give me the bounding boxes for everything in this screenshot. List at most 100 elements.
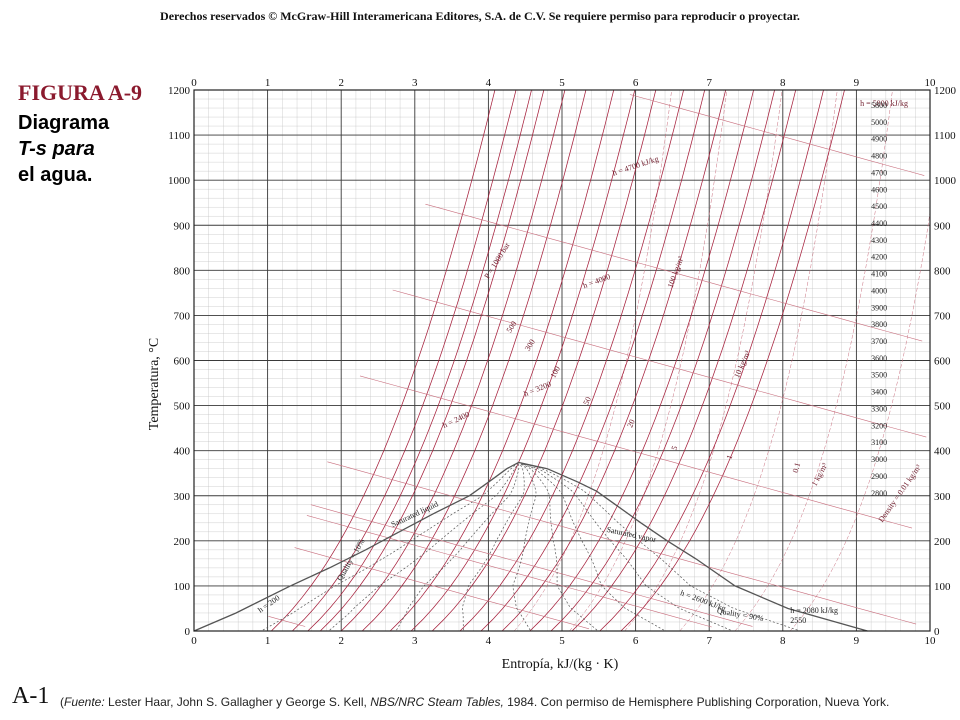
- enthalpy-scale-label: 2900: [871, 472, 887, 481]
- enthalpy-scale-label: 3200: [871, 421, 887, 430]
- y-tick-label-right: 0: [934, 626, 940, 638]
- isenthalp-line: [425, 203, 923, 342]
- density-line: [679, 89, 838, 632]
- density-label: 100 kg/m³: [666, 255, 686, 290]
- saturation-dome: [193, 461, 868, 632]
- x-tick-label-top: 2: [338, 77, 344, 89]
- quality-line: [512, 463, 537, 631]
- isobar-line: [459, 89, 684, 632]
- enthalpy-scale-label: 4000: [871, 287, 887, 296]
- isenthalp-line: [327, 461, 917, 625]
- x-tick-label: 7: [706, 635, 712, 647]
- y-tick-label-right: 500: [934, 401, 951, 413]
- x-tick-label-top: 8: [780, 77, 786, 89]
- isobar-label: 20: [625, 418, 636, 429]
- quality-line: [262, 463, 518, 631]
- x-tick-label-top: 1: [265, 77, 271, 89]
- y-tick-label-right: 700: [934, 310, 951, 322]
- quality-line: [462, 463, 525, 631]
- isobar-label: 5: [670, 445, 680, 452]
- enthalpy-scale-label: 4900: [871, 135, 887, 144]
- page-number: A-1: [12, 683, 50, 709]
- x-tick-label: 8: [780, 635, 786, 647]
- y-tick-label: 800: [174, 265, 191, 277]
- enthalpy-scale-label: 4400: [871, 219, 887, 228]
- copyright-notice: Derechos reservados © McGraw-Hill Intera…: [160, 9, 800, 23]
- plot-border: [193, 89, 931, 632]
- y-tick-label-right: 100: [934, 581, 951, 593]
- enthalpy-scale-label: 4100: [871, 270, 887, 279]
- density-label: 1 kg/m³: [810, 461, 830, 488]
- x-tick-label: 1: [265, 635, 271, 647]
- grid: [193, 89, 931, 632]
- y-tick-label: 500: [174, 401, 191, 413]
- isobar-line: [599, 89, 824, 632]
- x-tick-label: 9: [854, 635, 860, 647]
- density-line: [734, 89, 893, 632]
- saturation-dome-line: [193, 461, 868, 632]
- y-tick-label: 100: [174, 581, 191, 593]
- source-citation: (Fuente: Lester Haar, John S. Gallagher …: [60, 695, 890, 709]
- y-tick-label-right: 600: [934, 356, 951, 368]
- plot-frame: [193, 89, 931, 632]
- isenthalp-line: [268, 616, 306, 627]
- x-tick-label: 4: [486, 635, 492, 647]
- isobar-line: [271, 89, 496, 632]
- x-tick-label-top: 6: [633, 77, 639, 89]
- isobar-line: [620, 89, 845, 632]
- enthalpy-scale-label: 4500: [871, 202, 887, 211]
- quality-label: Quality = 10%: [335, 537, 367, 583]
- y-tick-label: 0: [185, 626, 191, 638]
- isobar-line: [340, 89, 566, 632]
- y-tick-label-right: 900: [934, 220, 951, 232]
- enthalpy-scale-label: 4200: [871, 253, 887, 262]
- x-tick-label: 2: [338, 635, 344, 647]
- enthalpy-scale-label: 3400: [871, 388, 887, 397]
- y-tick-label: 200: [174, 536, 191, 548]
- isobar-label: 100: [548, 365, 562, 380]
- isobar-line: [410, 89, 636, 632]
- saturated-vapor-label: Saturated vapor: [606, 525, 658, 544]
- isobar-label: 300: [523, 338, 537, 353]
- isobar-line: [529, 89, 754, 632]
- density-line: [514, 89, 672, 632]
- figure-title-line-1: Diagrama: [18, 112, 110, 134]
- isenthalp-label: h = 5800 kJ/kg: [860, 99, 908, 108]
- enthalpy-scale-label: 3300: [871, 405, 887, 414]
- x-axis-label: Entropía, kJ/(kg · K): [502, 657, 619, 672]
- figure-title-line-2: T-s para: [18, 138, 95, 160]
- enthalpy-scale-label: 3500: [871, 371, 887, 380]
- density-line: [790, 90, 931, 632]
- y-tick-label: 600: [174, 356, 191, 368]
- isobar-line: [550, 89, 775, 632]
- isenthalp-label: h = 2080 kJ/kg: [790, 606, 838, 615]
- isobar-label: 0.1: [791, 462, 802, 474]
- quality-lines: [262, 462, 798, 631]
- isobars: [271, 89, 845, 632]
- isobar-line: [571, 89, 797, 632]
- y-axis-label: Temperatura, °C: [147, 338, 162, 430]
- y-tick-label-right: 1100: [934, 130, 956, 142]
- y-tick-label: 1200: [168, 85, 191, 97]
- enthalpy-scale-label: 3800: [871, 320, 887, 329]
- isenthalp-line: [310, 504, 753, 627]
- isobar-line: [361, 89, 587, 632]
- isobar-line: [480, 89, 706, 632]
- density-label: 10 kg/m³: [732, 349, 752, 380]
- isenthalps: [268, 94, 927, 630]
- density-lines: [514, 89, 931, 632]
- x-tick-label: 0: [191, 635, 197, 647]
- isenthalp-line: [306, 515, 712, 628]
- y-tick-label-right: 1000: [934, 175, 957, 187]
- enthalpy-scale-label: 3900: [871, 303, 887, 312]
- x-tick-label-top: 4: [486, 77, 492, 89]
- x-tick-label: 5: [559, 635, 565, 647]
- enthalpy-scale-label: 4800: [871, 152, 887, 161]
- isenthalp-label: h = 2400: [441, 410, 471, 430]
- x-tick-label-top: 10: [925, 77, 937, 89]
- isobar-line: [292, 89, 517, 632]
- isenthalp-line: [629, 94, 925, 176]
- enthalpy-scale-label: 5000: [871, 118, 887, 127]
